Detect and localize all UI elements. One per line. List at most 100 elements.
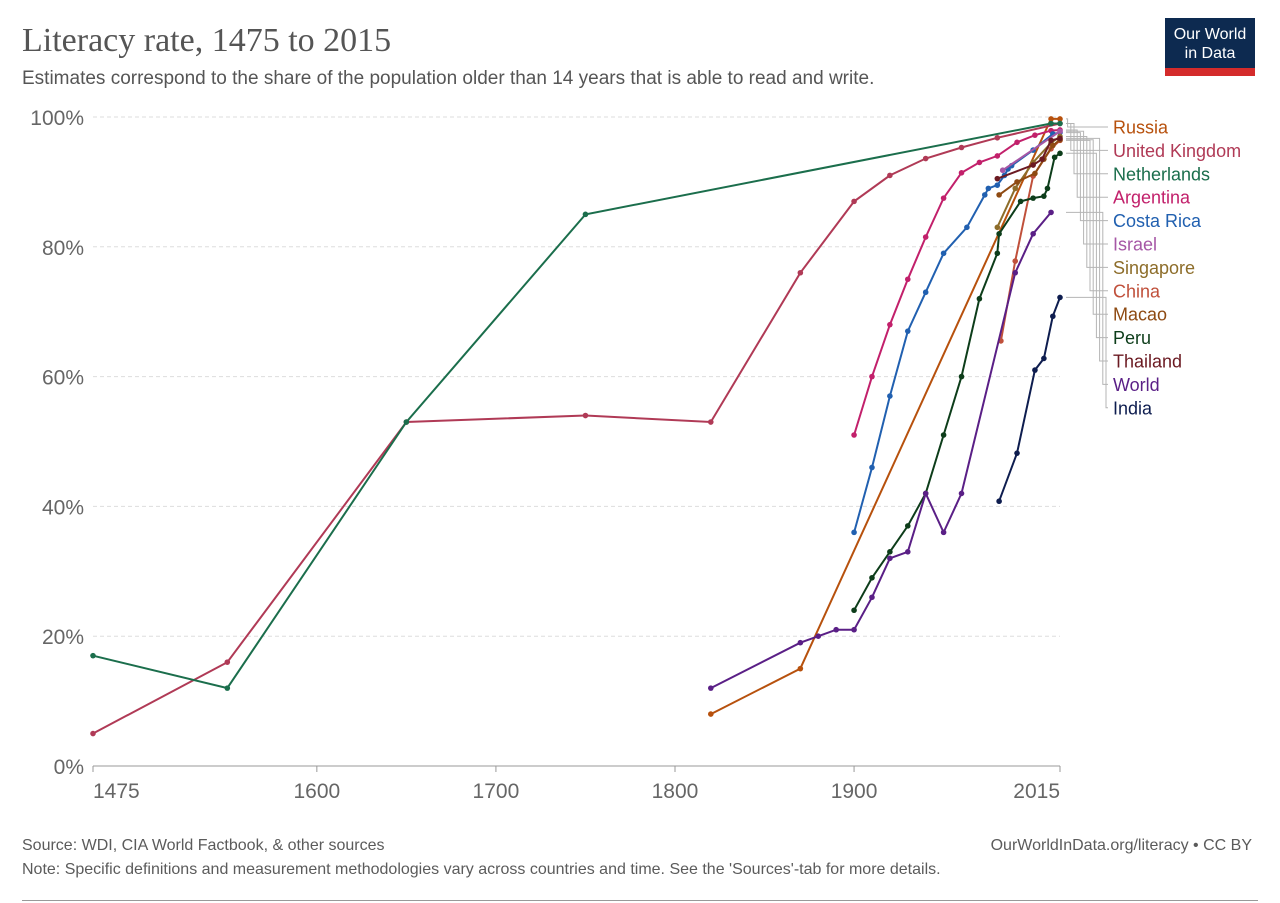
gridlines: [93, 116, 1060, 637]
data-point: [964, 224, 970, 231]
legend-label-united-kingdom[interactable]: United Kingdom: [1113, 141, 1241, 161]
data-point: [994, 134, 1001, 141]
data-point: [1012, 269, 1019, 276]
legend-label-netherlands[interactable]: Netherlands: [1113, 164, 1210, 184]
x-tick-label: 1800: [652, 780, 699, 803]
legend-label-argentina[interactable]: Argentina: [1113, 188, 1191, 208]
source-note[interactable]: Source: WDI, CIA World Factbook, & other…: [22, 837, 385, 854]
data-point: [904, 523, 911, 529]
series-lines: [90, 116, 1063, 737]
data-point: [994, 153, 1001, 159]
x-tick-label: 1475: [93, 780, 140, 803]
data-point: [976, 159, 983, 166]
data-point: [1048, 120, 1054, 127]
data-point: [1057, 135, 1063, 142]
credit-link[interactable]: OurWorldInData.org/literacy • CC BY: [990, 837, 1252, 854]
legend-label-israel[interactable]: Israel: [1113, 235, 1157, 255]
legend-label-china[interactable]: China: [1113, 281, 1161, 301]
data-point: [1048, 137, 1054, 144]
data-point: [922, 155, 929, 162]
series-line: [853, 152, 1061, 611]
data-point: [887, 321, 893, 328]
chart-title: Literacy rate, 1475 to 2015: [22, 22, 392, 59]
data-point: [958, 490, 965, 497]
data-point: [90, 730, 96, 737]
data-point: [851, 432, 857, 438]
data-point: [869, 574, 875, 581]
legend-connector: [1066, 118, 1108, 128]
series-peru[interactable]: [851, 150, 1063, 614]
data-point: [797, 269, 804, 276]
data-point: [851, 607, 857, 614]
data-point: [1048, 209, 1054, 216]
data-point: [1030, 231, 1036, 237]
legend-label-peru[interactable]: Peru: [1113, 328, 1151, 348]
data-point: [1014, 450, 1020, 456]
data-point: [1030, 162, 1036, 168]
data-point: [1030, 195, 1036, 201]
data-point: [996, 498, 1002, 505]
data-point: [1039, 156, 1045, 162]
y-tick-label: 0%: [54, 756, 84, 779]
series-india[interactable]: [996, 294, 1063, 505]
series-thailand[interactable]: [994, 135, 1063, 182]
data-point: [922, 490, 929, 497]
data-point: [851, 626, 857, 633]
series-netherlands[interactable]: [90, 120, 1063, 691]
data-point: [904, 328, 911, 334]
series-russia[interactable]: [708, 116, 1063, 717]
legend-label-singapore[interactable]: Singapore: [1113, 258, 1195, 278]
data-point: [708, 419, 714, 425]
legend-label-thailand[interactable]: Thailand: [1113, 352, 1182, 372]
data-point: [224, 685, 231, 691]
data-point: [224, 659, 231, 665]
series-argentina[interactable]: [851, 127, 1063, 438]
owid-logo[interactable]: Our World in Data: [1165, 18, 1255, 76]
data-point: [1048, 116, 1054, 122]
y-tick-label: 80%: [42, 237, 84, 260]
data-point: [582, 211, 589, 218]
data-point: [869, 464, 875, 471]
legend-label-russia[interactable]: Russia: [1113, 118, 1169, 138]
data-point: [1041, 193, 1047, 199]
data-point: [887, 172, 893, 179]
legend-connector: [1066, 152, 1108, 339]
data-point: [940, 529, 947, 536]
data-point: [833, 626, 839, 633]
data-point: [1057, 294, 1063, 301]
legend-connector: [1066, 129, 1108, 198]
series-world[interactable]: [708, 209, 1054, 691]
data-point: [976, 295, 983, 302]
data-point: [958, 144, 965, 151]
data-point: [887, 393, 893, 399]
legend-connector: [1066, 132, 1108, 222]
legend-label-costa-rica[interactable]: Costa Rica: [1113, 211, 1202, 231]
legend-label-world[interactable]: World: [1113, 375, 1160, 395]
data-point: [869, 594, 875, 601]
series-line: [998, 297, 1061, 502]
x-axis: 1475 1600 1700 1800 1900 2015: [92, 765, 1061, 803]
series-line: [92, 122, 1061, 735]
footer-divider: [22, 900, 1258, 901]
legend-label-india[interactable]: India: [1113, 398, 1153, 418]
data-point: [90, 652, 96, 659]
chart-subtitle: Estimates correspond to the share of the…: [22, 68, 875, 89]
legend-connector: [1066, 139, 1108, 292]
data-point: [1032, 367, 1038, 373]
legend-connector: [1066, 211, 1108, 385]
data-point: [869, 373, 875, 380]
legend-label-macao[interactable]: Macao: [1113, 305, 1167, 325]
legend-connector: [1066, 136, 1108, 268]
y-tick-label: 20%: [42, 626, 84, 649]
data-point: [582, 412, 589, 419]
data-point: [904, 276, 911, 283]
data-point: [1014, 139, 1020, 146]
data-point: [958, 373, 965, 380]
data-point: [851, 198, 857, 205]
x-tick-label: 1700: [473, 780, 520, 803]
legend[interactable]: Russia United Kingdom Netherlands Argentina…: [1066, 118, 1241, 419]
series-united-kingdom[interactable]: [90, 120, 1063, 737]
data-point: [1057, 120, 1063, 127]
data-point: [994, 182, 1001, 188]
data-point: [922, 289, 929, 296]
